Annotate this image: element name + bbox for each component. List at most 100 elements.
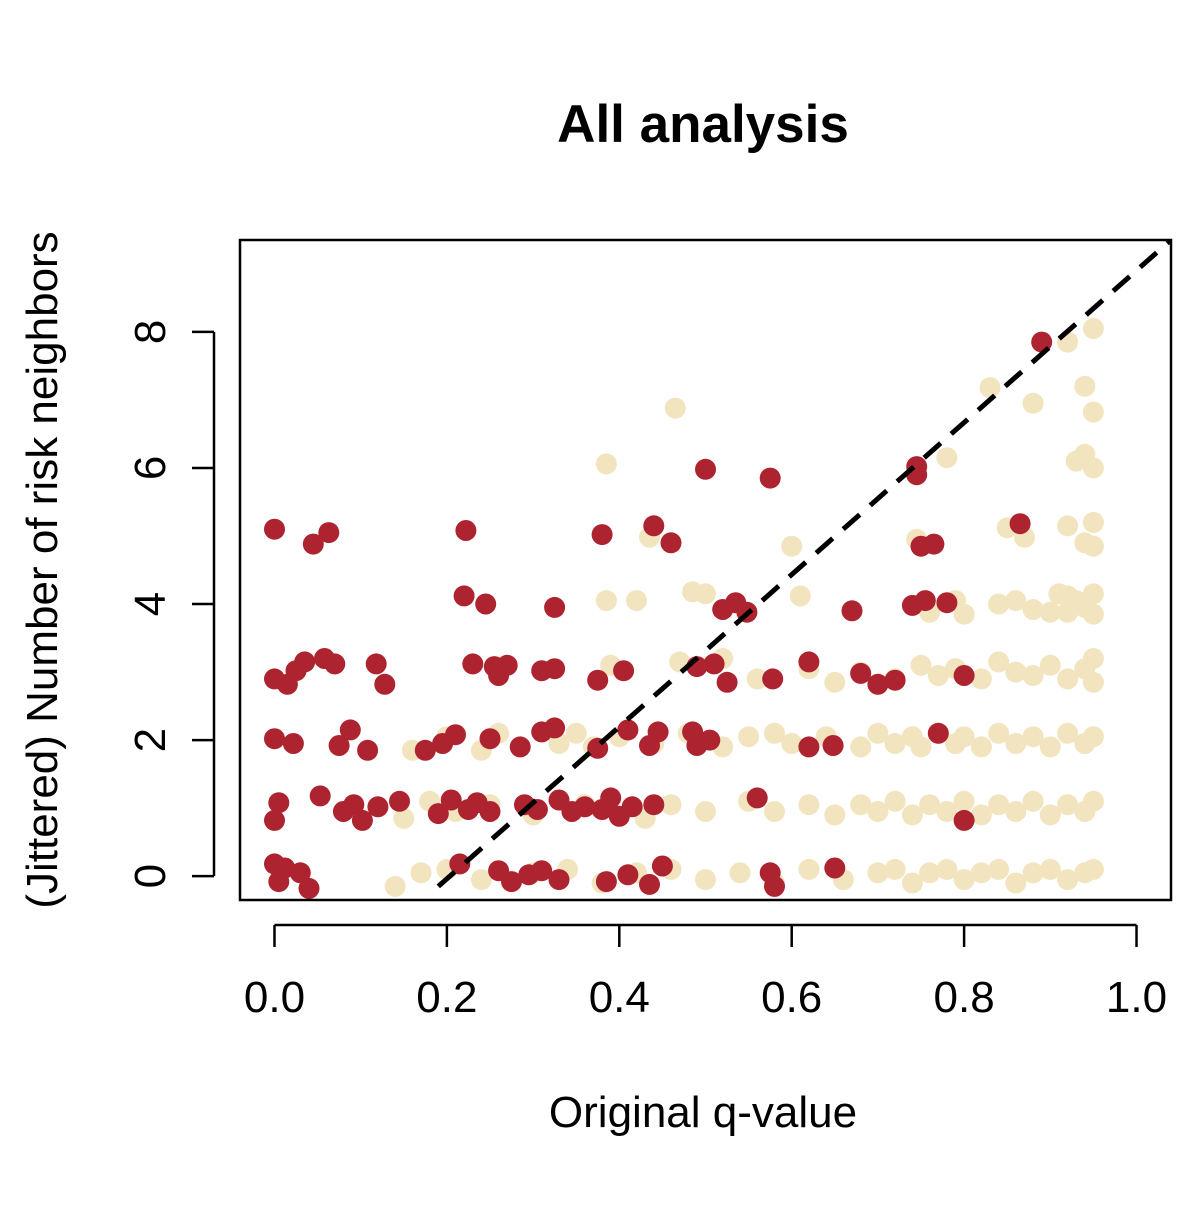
data-point — [789, 585, 811, 607]
y-axis-label: (Jittered) Number of risk neighbors — [18, 231, 67, 908]
data-point — [621, 796, 643, 818]
data-point — [884, 790, 906, 812]
data-point — [365, 653, 387, 675]
data-point — [660, 532, 682, 554]
data-point — [936, 592, 958, 614]
data-point — [970, 668, 992, 690]
data-point — [496, 654, 518, 676]
data-point — [660, 794, 682, 816]
data-point — [927, 722, 949, 744]
data-point — [781, 733, 803, 754]
data-point — [1022, 599, 1044, 620]
data-point — [764, 875, 785, 897]
data-point — [309, 785, 331, 807]
data-point — [979, 377, 1001, 399]
data-point — [695, 583, 716, 605]
chart-title: All analysis — [557, 95, 849, 154]
data-point — [264, 518, 285, 540]
data-point — [822, 735, 844, 756]
data-point — [1005, 733, 1027, 754]
y-tick-label: 6 — [126, 456, 175, 480]
data-point — [1057, 668, 1079, 690]
data-point — [1039, 601, 1061, 623]
data-point — [1039, 858, 1061, 880]
data-point — [613, 660, 635, 682]
data-point — [264, 809, 285, 831]
data-point — [867, 801, 889, 822]
data-point — [1039, 804, 1061, 826]
data-point — [479, 728, 501, 750]
data-point — [298, 877, 320, 899]
data-point — [850, 736, 872, 758]
data-point — [824, 671, 846, 693]
data-point — [1039, 654, 1061, 676]
data-point — [1082, 583, 1104, 605]
data-point — [884, 733, 906, 754]
data-point — [1005, 661, 1027, 683]
data-point — [988, 722, 1010, 744]
data-point — [595, 453, 617, 475]
data-point — [1082, 603, 1104, 625]
data-point — [427, 803, 449, 825]
data-point — [565, 722, 587, 744]
data-point — [501, 871, 522, 893]
y-tick-label: 4 — [126, 592, 175, 616]
data-point — [1005, 801, 1027, 822]
data-point — [643, 794, 665, 816]
data-point — [824, 804, 846, 826]
x-tick-label: 0.6 — [761, 973, 822, 1022]
data-point — [884, 858, 906, 880]
data-point — [1082, 790, 1104, 812]
data-point — [414, 739, 436, 761]
data-point — [867, 722, 889, 744]
data-point — [953, 790, 975, 812]
data-point — [544, 658, 566, 680]
data-point — [738, 726, 760, 748]
data-point — [970, 804, 992, 826]
data-point — [453, 585, 475, 607]
data-point — [462, 653, 484, 675]
data-point — [1005, 872, 1027, 894]
data-point — [953, 726, 975, 748]
data-point — [695, 458, 716, 480]
data-point — [988, 593, 1010, 615]
data-point — [953, 665, 975, 686]
data-point — [953, 869, 975, 891]
data-point — [617, 864, 639, 886]
data-point — [318, 522, 340, 544]
data-point — [1022, 392, 1044, 414]
data-point — [574, 796, 596, 818]
reference-line — [436, 240, 1171, 889]
data-point — [393, 807, 415, 829]
x-tick-label: 0.0 — [244, 973, 305, 1022]
data-point — [953, 809, 975, 831]
data-point — [339, 719, 361, 741]
data-point — [324, 653, 346, 675]
data-point — [268, 792, 290, 814]
data-point — [343, 794, 365, 816]
data-point — [664, 397, 686, 419]
data-point — [351, 809, 373, 831]
data-point — [367, 796, 389, 818]
points-layer — [264, 318, 1104, 899]
data-point — [695, 801, 716, 822]
data-point — [764, 801, 785, 822]
data-point — [626, 590, 647, 612]
data-point — [716, 671, 738, 693]
data-point — [988, 651, 1010, 673]
data-point — [919, 794, 941, 816]
x-tick-label: 1.0 — [1106, 973, 1167, 1022]
data-point — [617, 719, 639, 741]
data-point — [587, 669, 609, 691]
data-point — [1009, 513, 1031, 535]
data-point — [798, 794, 820, 816]
data-point — [1022, 665, 1044, 686]
data-point — [1057, 794, 1079, 816]
data-point — [1074, 443, 1096, 465]
data-point — [475, 593, 497, 615]
data-point — [798, 651, 820, 673]
x-tick-label: 0.4 — [589, 973, 650, 1022]
data-point — [746, 668, 768, 690]
data-point — [1082, 318, 1104, 339]
